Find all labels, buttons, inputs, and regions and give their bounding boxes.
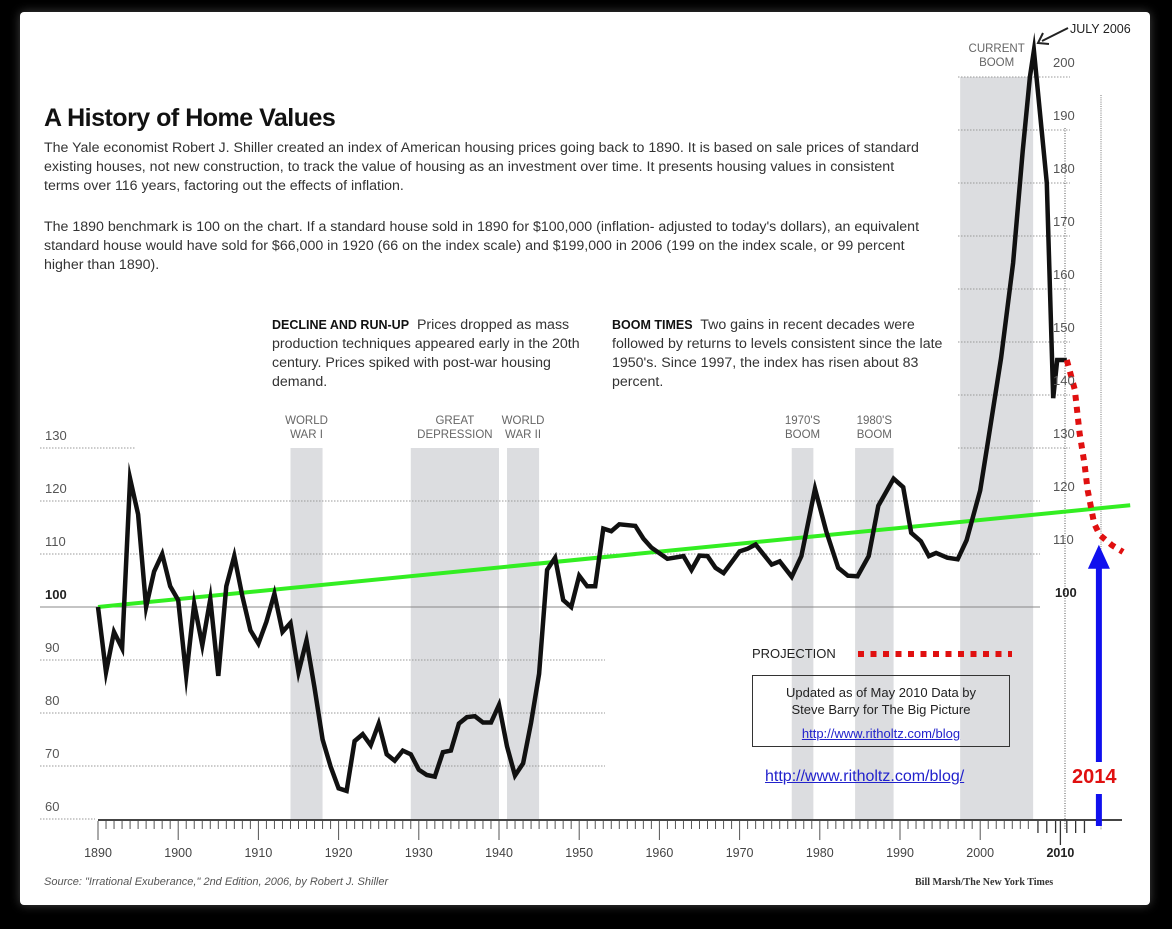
trend-line (97, 503, 1131, 609)
peak-arrow (1041, 27, 1069, 42)
y-tick-label-left: 110 (45, 534, 66, 549)
home-value-index-line (95, 32, 1067, 794)
band-label: WORLD WAR I (285, 415, 328, 441)
x-tick-label: 2010 (1046, 846, 1075, 860)
note-line: Updated as of May 2010 Data by (785, 685, 977, 700)
y-tick-label-left: 100 (45, 587, 67, 602)
peak-label: JULY 2006 (1070, 22, 1131, 36)
y-tick-label-right: 110 (1053, 532, 1074, 547)
annotation-heading: DECLINE AND RUN-UP (272, 318, 410, 332)
y-tick-label-left: 70 (45, 746, 60, 761)
projection-legend-label: PROJECTION (752, 646, 836, 661)
shaded-band (410, 448, 499, 820)
y-tick-label-left: 60 (45, 799, 60, 814)
y-tick-label-right: 150 (1053, 320, 1075, 335)
source-note: Source: "Irrational Exuberance," 2nd Edi… (44, 876, 389, 888)
arrow-label-gap (1084, 762, 1113, 794)
y-tick-label-right: 120 (1053, 479, 1075, 494)
note-link[interactable]: http://www.ritholtz.com/blog (801, 726, 961, 741)
band-label: GREAT DEPRESSION (417, 415, 493, 441)
annotation-text: Prices dropped as mass production techni… (272, 317, 580, 390)
x-tick-label: 1940 (485, 846, 513, 860)
y-tick-label-right: 130 (1053, 426, 1075, 441)
x-tick-label: 1890 (84, 846, 112, 860)
y-tick-label-right: 180 (1053, 161, 1075, 176)
intro-paragraph-2: The 1890 benchmark is 100 on the chart. … (44, 219, 920, 273)
x-tick-label: 1980 (805, 846, 834, 860)
x-tick-label: 1970 (725, 846, 754, 860)
shaded-band (791, 448, 814, 820)
x-tick-label: 1950 (565, 846, 594, 860)
band-label: 1970'S BOOM (784, 415, 821, 441)
peak-arrow-head (1036, 32, 1050, 45)
band-label: WORLD WAR II (501, 415, 545, 441)
blog-link[interactable]: http://www.ritholtz.com/blog/ (765, 768, 965, 785)
x-tick-label: 1900 (164, 846, 193, 860)
y-tick-label-left: 90 (45, 640, 60, 655)
shaded-band (960, 77, 1034, 820)
x-tick-label: 1990 (886, 846, 914, 860)
shaded-band (855, 448, 894, 820)
annotation-text: Two gains in recent decades were followe… (612, 317, 943, 390)
y-tick-label-right: 190 (1053, 108, 1075, 123)
y-tick-label-left: 120 (45, 481, 67, 496)
y-tick-label-left: 80 (45, 693, 60, 708)
y-tick-label-right: 170 (1053, 214, 1075, 229)
y-tick-label-left: 130 (45, 428, 67, 443)
intro-paragraph-1: The Yale economist Robert J. Shiller cre… (44, 140, 919, 194)
y-tick-label-right: 160 (1053, 267, 1075, 282)
x-tick-label: 1960 (645, 846, 674, 860)
x-tick-label: 1930 (404, 846, 433, 860)
note-line: Steve Barry for The Big Picture (791, 702, 971, 717)
credit: Bill Marsh/The New York Times (915, 877, 1054, 888)
annotation-decline: DECLINE AND RUN-UP Prices dropped as mas… (272, 316, 592, 392)
projection-line (1063, 359, 1125, 555)
blue-arrow-head (1087, 544, 1110, 569)
x-tick-label: 2000 (966, 846, 995, 860)
x-tick-label: 1910 (244, 846, 273, 860)
y-tick-label-right: 140 (1053, 373, 1075, 388)
annotation-heading: BOOM TIMES (612, 318, 693, 332)
chart-title: A History of Home Values (44, 104, 336, 132)
y-tick-label-right: 200 (1053, 55, 1075, 70)
y-tick-label-right: 100 (1055, 585, 1077, 600)
update-note-box: Updated as of May 2010 Data by Steve Bar… (752, 675, 1010, 747)
band-label: CURRENT BOOM (968, 43, 1025, 69)
x-tick-label: 1920 (324, 846, 353, 860)
band-label: 1980'S BOOM (856, 415, 893, 441)
arrow-year-label: 2014 (1072, 766, 1117, 788)
annotation-boom: BOOM TIMES Two gains in recent decades w… (612, 316, 947, 392)
